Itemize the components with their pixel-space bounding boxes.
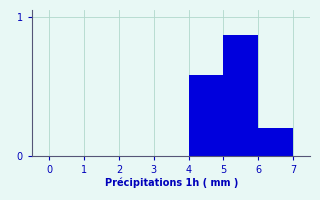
Bar	[188, 75, 223, 156]
Bar	[223, 35, 258, 156]
Bar	[258, 128, 293, 156]
X-axis label: Précipitations 1h ( mm ): Précipitations 1h ( mm )	[105, 178, 238, 188]
